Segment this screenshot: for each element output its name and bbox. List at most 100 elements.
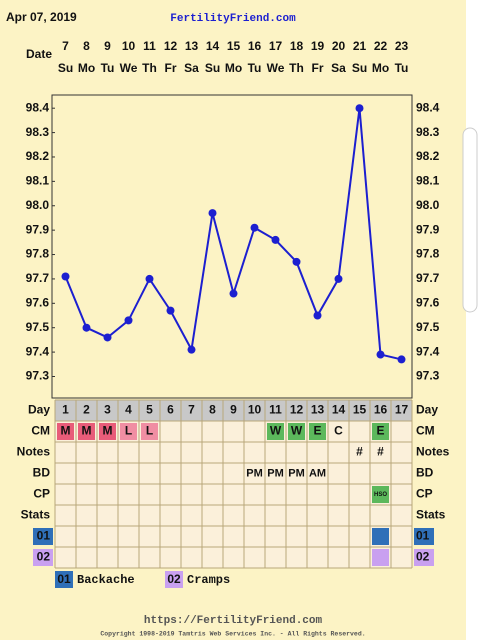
legend-label: Backache	[77, 573, 135, 587]
y-tick-label-right: 98.0	[416, 198, 440, 212]
y-tick-label-right: 98.4	[416, 100, 440, 114]
date-label: Date	[26, 47, 52, 61]
row-label-right: Stats	[416, 508, 446, 522]
y-tick-label-right: 97.4	[416, 344, 440, 358]
temp-point	[166, 306, 175, 315]
weekday-label: Th	[289, 61, 304, 75]
weekday-label: Su	[205, 61, 220, 75]
temp-point	[250, 223, 259, 232]
cell-text: PM	[267, 467, 284, 479]
temp-point	[271, 235, 280, 244]
row-label-right: Notes	[416, 445, 450, 459]
cell-fill	[99, 423, 116, 440]
cell-fill	[372, 528, 389, 545]
y-tick-label: 97.4	[26, 344, 50, 358]
cell-fill	[372, 549, 389, 566]
cell-text: W	[291, 424, 303, 438]
cell-text: L	[146, 424, 153, 438]
weekday-label: Su	[352, 61, 367, 75]
day-label: 6	[167, 403, 174, 417]
day-row-bg	[55, 400, 412, 421]
day-label: 11	[269, 403, 282, 417]
weekday-label: Tu	[248, 61, 262, 75]
plot-frame	[51, 94, 413, 399]
day-label: 9	[230, 403, 237, 417]
day-label: 2	[83, 403, 90, 417]
temp-point	[334, 274, 343, 283]
day-label: 17	[395, 403, 409, 417]
weekday-label: Tu	[395, 61, 409, 75]
day-label: 5	[146, 403, 153, 417]
day-label: 14	[332, 403, 346, 417]
y-tick-label-right: 97.6	[416, 295, 440, 309]
weekday-label: Mo	[78, 61, 95, 75]
y-tick-label: 98.4	[26, 100, 50, 114]
temp-point	[61, 272, 70, 281]
legend-code: 02	[167, 572, 181, 586]
cell-text: #	[356, 445, 363, 459]
row-label-bg	[33, 528, 53, 545]
legend-swatch	[165, 571, 183, 588]
y-tick-label: 97.5	[26, 320, 50, 334]
cell-fill	[57, 423, 74, 440]
y-tick-label-right: 97.5	[416, 320, 440, 334]
date-label: 23	[395, 39, 409, 53]
y-tick-label: 98.2	[26, 149, 50, 163]
date-label: 12	[164, 39, 178, 53]
cell-text: M	[82, 424, 92, 438]
temp-point	[313, 311, 322, 320]
copyright: Copyright 1998-2019 Tamtris Web Services…	[100, 631, 365, 638]
scroll-handle	[462, 127, 478, 313]
temp-point	[145, 274, 154, 283]
y-tick-label: 97.6	[26, 295, 50, 309]
temp-point	[355, 104, 364, 113]
y-tick-label-right: 97.3	[416, 369, 440, 383]
day-label: 15	[353, 403, 367, 417]
temp-point	[187, 345, 196, 354]
temp-point	[292, 257, 301, 266]
cell-fill	[309, 423, 326, 440]
legend-label: Cramps	[187, 573, 230, 587]
temp-point	[82, 323, 91, 332]
row-label: CP	[33, 487, 50, 501]
temp-point	[124, 316, 133, 325]
row-label: 01	[37, 529, 51, 543]
y-tick-label: 98.1	[26, 174, 50, 188]
cell-text: E	[376, 424, 384, 438]
weekday-label: Th	[142, 61, 157, 75]
table-bg	[55, 421, 412, 568]
date-label: 18	[290, 39, 304, 53]
cell-text: PM	[246, 467, 263, 479]
weekday-label: Fr	[312, 61, 324, 75]
weekday-label: Fr	[165, 61, 177, 75]
row-label-right: CP	[416, 487, 433, 501]
cell-fill	[372, 486, 389, 503]
cell-text: W	[270, 424, 282, 438]
date-label: 11	[143, 39, 156, 53]
cell-text: #	[377, 445, 384, 459]
cell-fill	[120, 423, 137, 440]
cell-text: AM	[309, 467, 326, 479]
cell-text: L	[125, 424, 132, 438]
row-label-bg	[33, 549, 53, 566]
y-tick-label: 98.3	[26, 125, 50, 139]
y-tick-label-right: 97.9	[416, 222, 440, 236]
legend-code: 01	[57, 572, 71, 586]
row-label: CM	[31, 424, 50, 438]
weekday-label: Mo	[225, 61, 242, 75]
day-label: 16	[374, 403, 388, 417]
day-label: 4	[125, 403, 132, 417]
date-label: 7	[62, 39, 69, 53]
legend-swatch	[55, 571, 73, 588]
row-label: BD	[33, 466, 51, 480]
temp-point	[103, 333, 112, 342]
day-label: 8	[209, 403, 216, 417]
row-label: Notes	[17, 445, 51, 459]
cell-text: C	[334, 424, 343, 438]
temp-point	[376, 350, 385, 359]
date-label: 15	[227, 39, 241, 53]
date-label: 9	[104, 39, 111, 53]
cell-fill	[267, 423, 284, 440]
cell-text: M	[61, 424, 71, 438]
